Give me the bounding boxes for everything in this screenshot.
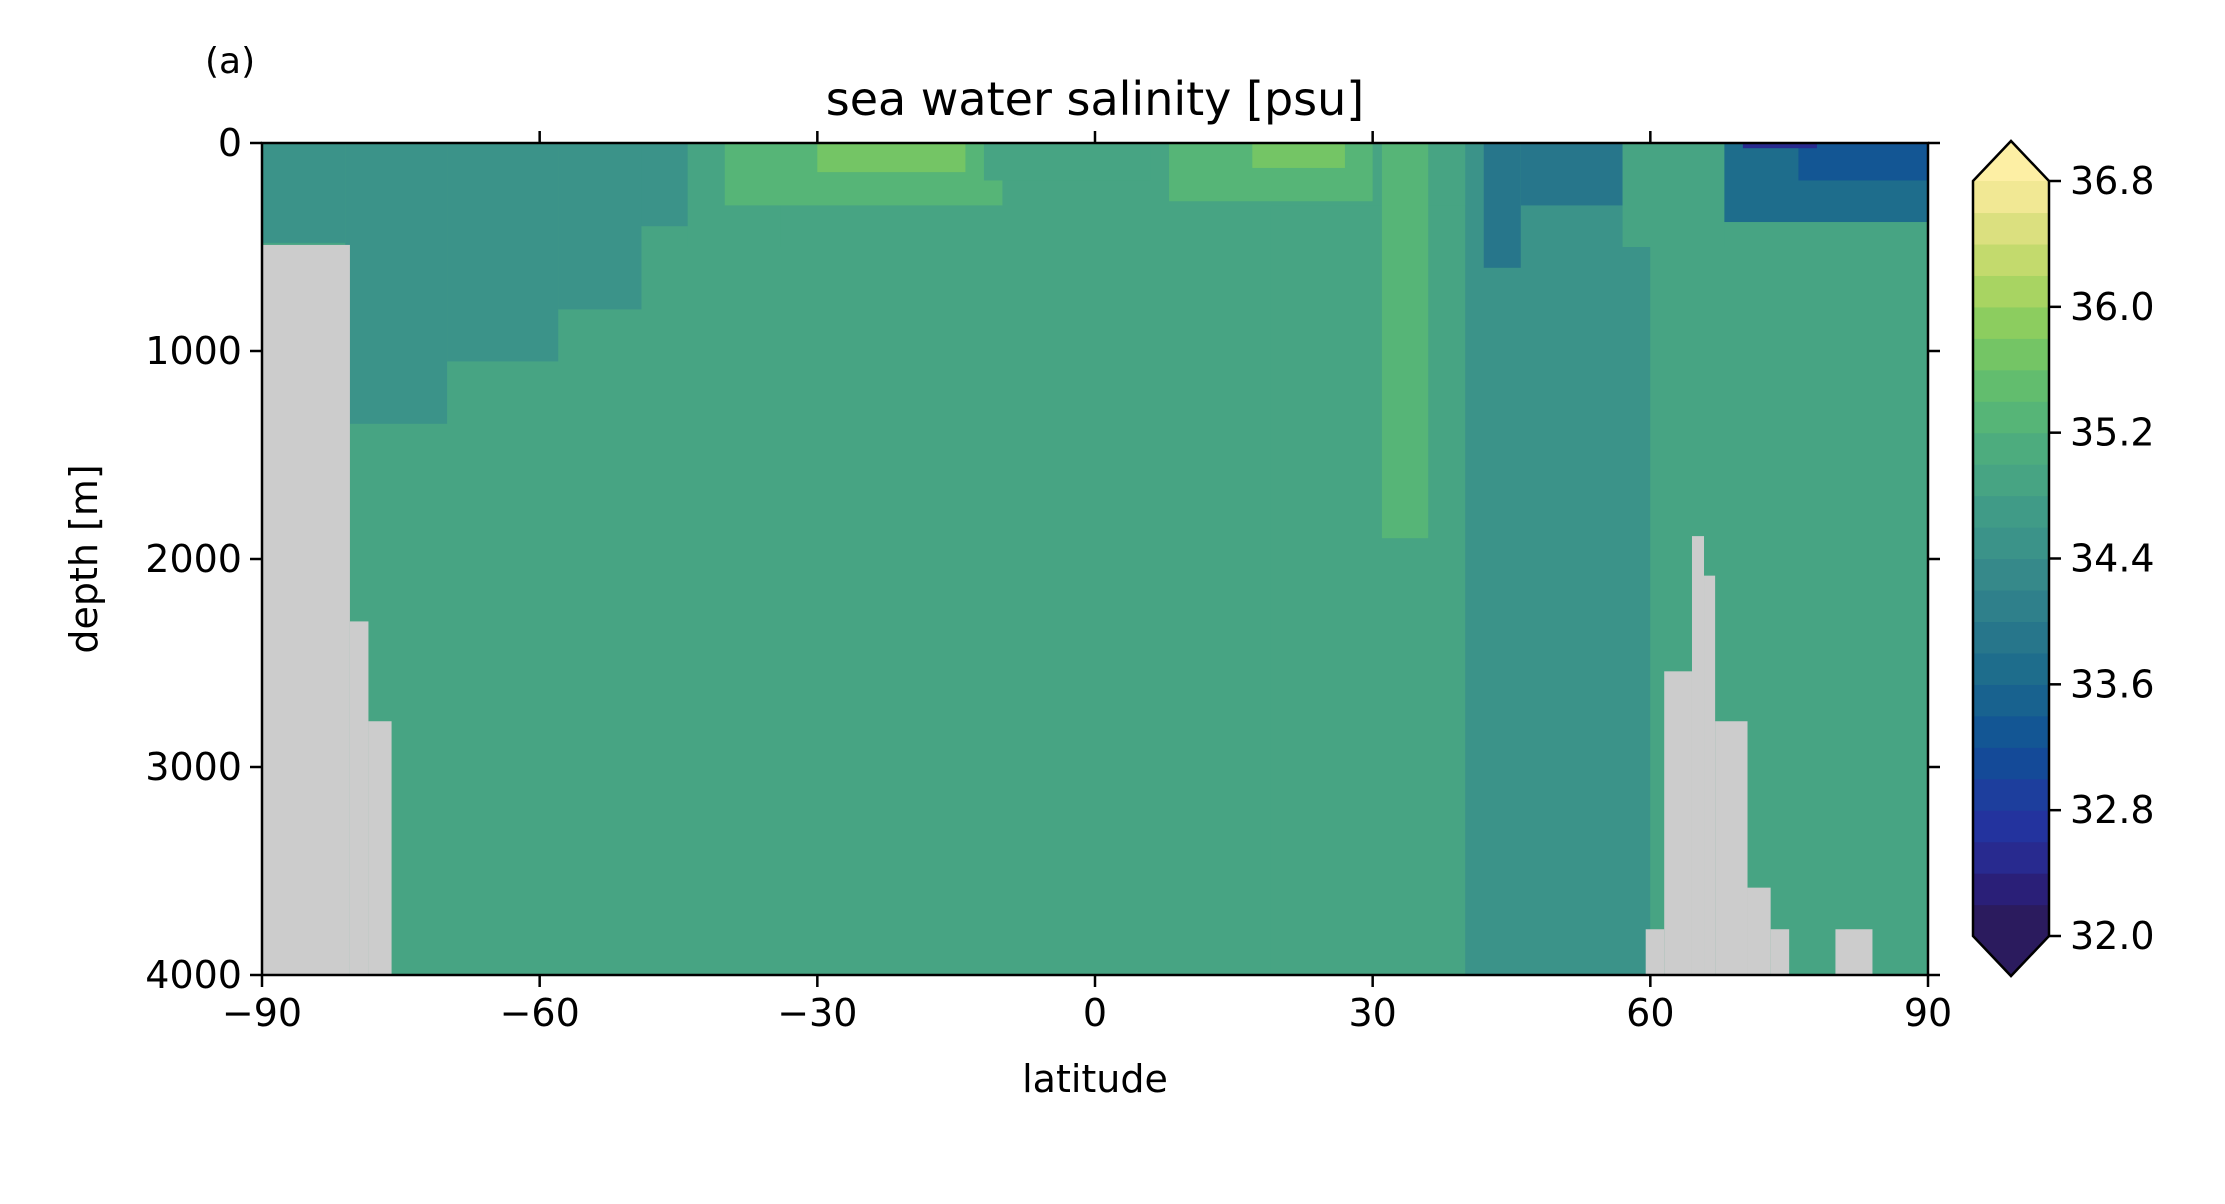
field-region-3 <box>558 143 642 310</box>
field-region-16 <box>1622 143 1725 247</box>
field-region-15 <box>1520 143 1623 206</box>
colorbar-level <box>1973 212 2049 245</box>
colorbar-level <box>1973 621 2049 654</box>
colorbar-level <box>1973 873 2049 906</box>
x-tick-label: 30 <box>1348 991 1396 1035</box>
colorbar-level <box>1973 527 2049 560</box>
colorbar-ticks: 32.0 32.8 33.6 34.4 35.2 36.0 36.8 <box>2049 159 2155 958</box>
colorbar-tick-label: 35.2 <box>2070 411 2155 455</box>
colorbar-level <box>1973 589 2049 623</box>
field-region-13 <box>1465 143 1651 975</box>
colorbar-tick-label: 33.6 <box>2070 662 2155 706</box>
field-region-0 <box>262 143 346 243</box>
land-region-6 <box>1704 575 1716 975</box>
land-region-5 <box>1691 536 1705 975</box>
colorbar-tick-label: 32.0 <box>2070 914 2155 958</box>
colorbar-level <box>1973 432 2049 465</box>
land-region-4 <box>1664 671 1692 975</box>
colorbar-extend-max <box>1973 141 2049 181</box>
field-region-11 <box>1270 205 1466 975</box>
colorbar-level <box>1973 243 2049 276</box>
x-tick-label: 0 <box>1083 991 1107 1035</box>
colorbar-levels <box>1973 141 2049 976</box>
field-region-14 <box>1483 143 1521 268</box>
land-region-0 <box>262 244 350 976</box>
colorbar-level <box>1973 778 2049 811</box>
colorbar-extend-min <box>1973 936 2049 976</box>
field-region-4 <box>641 143 688 227</box>
land-region-7 <box>1715 721 1748 975</box>
land-region-8 <box>1747 887 1771 975</box>
y-tick-label: 2000 <box>145 537 242 581</box>
heatmap-plot-area: −90 −60 −30 0 30 60 90 0 1000 2000 3000 4000 <box>145 121 1952 1035</box>
colorbar-level <box>1973 841 2049 874</box>
y-axis-ticks: 0 1000 2000 3000 4000 <box>145 121 1940 997</box>
land-region-1 <box>349 621 369 975</box>
field-region-10 <box>1252 143 1345 168</box>
colorbar: 32.0 32.8 33.6 34.4 35.2 36.0 36.8 <box>1971 139 2155 978</box>
colorbar-level <box>1973 684 2049 717</box>
colorbar-level <box>1973 904 2049 937</box>
colorbar-tick-label: 32.8 <box>2070 788 2155 832</box>
land-mask <box>262 244 1873 976</box>
y-tick-label: 1000 <box>145 329 242 373</box>
colorbar-level <box>1973 652 2049 685</box>
colorbar-tick-label: 36.8 <box>2070 159 2155 203</box>
colorbar-level <box>1973 715 2049 748</box>
colorbar-tick-label: 36.0 <box>2070 285 2155 329</box>
field-region-8 <box>983 143 1151 181</box>
colorbar-level <box>1973 181 2049 214</box>
colorbar-level <box>1973 275 2049 308</box>
panel-label: (a) <box>205 41 255 82</box>
field-region-2 <box>447 143 559 362</box>
colorbar-level <box>1973 495 2049 528</box>
field-region-1 <box>345 143 448 424</box>
colorbar-level <box>1973 306 2049 339</box>
x-axis-label: latitude <box>1022 1057 1168 1101</box>
colorbar-level <box>1973 747 2049 780</box>
x-tick-label: −30 <box>777 991 857 1035</box>
x-axis-ticks: −90 −60 −30 0 30 60 90 <box>222 131 1952 1035</box>
colorbar-level <box>1973 464 2049 497</box>
colorbar-level <box>1973 401 2049 434</box>
field-region-20 <box>1742 143 1817 149</box>
y-tick-label: 0 <box>218 121 242 165</box>
field-region-7 <box>817 143 966 173</box>
x-tick-label: 60 <box>1626 991 1674 1035</box>
land-region-9 <box>1770 929 1790 975</box>
y-tick-label: 3000 <box>145 745 242 789</box>
y-tick-label: 4000 <box>145 953 242 997</box>
land-region-2 <box>368 721 392 975</box>
x-tick-label: −60 <box>500 991 580 1035</box>
colorbar-level <box>1973 810 2049 843</box>
y-axis-label: depth [m] <box>62 464 106 653</box>
colorbar-level <box>1973 558 2049 591</box>
colorbar-level <box>1973 369 2049 402</box>
salinity-field <box>262 143 1928 975</box>
field-region-19 <box>1798 143 1928 181</box>
chart-title: sea water salinity [psu] <box>826 72 1365 126</box>
field-region-12 <box>1381 143 1429 539</box>
colorbar-level <box>1973 338 2049 371</box>
x-tick-label: −90 <box>222 991 302 1035</box>
land-region-3 <box>1645 929 1665 975</box>
x-tick-label: 90 <box>1904 991 1952 1035</box>
colorbar-tick-label: 34.4 <box>2070 537 2155 581</box>
land-region-10 <box>1835 929 1873 975</box>
